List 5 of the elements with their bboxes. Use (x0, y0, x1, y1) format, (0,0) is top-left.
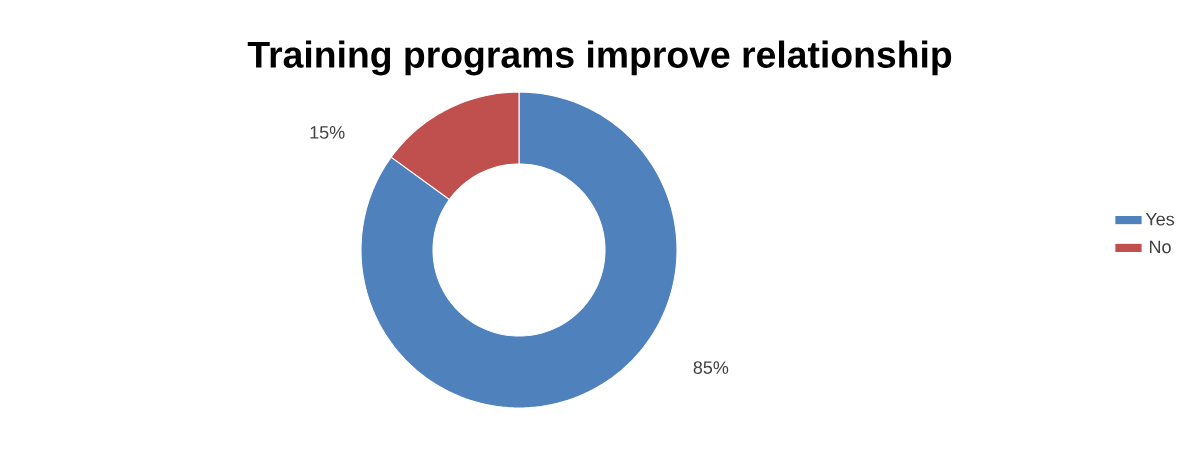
legend-label: No (1149, 240, 1171, 254)
chart-title: Training programs improve relationship (247, 40, 952, 76)
data-label: 15% (310, 126, 345, 139)
data-label: 85% (693, 361, 729, 374)
legend-label: Yes (1145, 212, 1175, 226)
